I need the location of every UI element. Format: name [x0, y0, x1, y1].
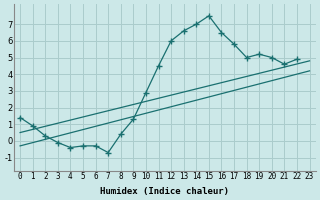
X-axis label: Humidex (Indice chaleur): Humidex (Indice chaleur)	[100, 187, 229, 196]
